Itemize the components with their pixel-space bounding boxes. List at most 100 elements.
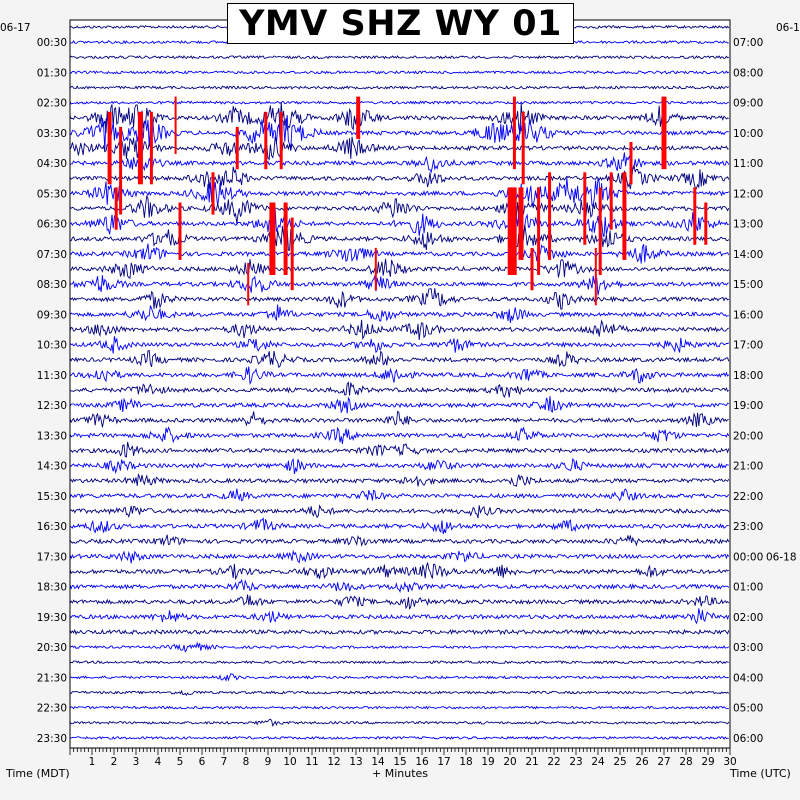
left-time-label: 18:30: [37, 582, 67, 594]
x-tick-label: 9: [265, 756, 272, 768]
left-time-label: 00:30: [37, 37, 67, 49]
trace-line: [69, 441, 730, 458]
left-time-label: 05:30: [37, 188, 67, 200]
right-time-label: 11:00: [733, 158, 763, 170]
right-time-labels: 07:00 08:00 09:00 10:00 11:00 12:00 13:00 14:00…: [733, 37, 797, 745]
trace-line: [69, 288, 730, 310]
left-time-label: 17:30: [37, 551, 67, 563]
trace-line: [69, 114, 729, 151]
trace-line: [69, 504, 730, 519]
x-axis-title: + Minutes: [372, 767, 429, 780]
right-time-label: 03:00: [733, 642, 763, 654]
trace-line: [70, 366, 730, 386]
trace-line: [69, 689, 730, 697]
left-time-label: 07:30: [37, 249, 67, 261]
x-tick-label: 15: [393, 756, 406, 768]
right-time-label: 22:00: [733, 491, 763, 503]
left-time-label: 08:30: [37, 279, 67, 291]
left-time-label: 06:30: [37, 219, 67, 231]
clip-marker: [264, 111, 268, 170]
trace-line: [69, 350, 730, 369]
clip-marker: [530, 247, 534, 291]
clip-marker: [178, 202, 182, 260]
clip-marker: [704, 202, 708, 245]
clip-marker: [114, 187, 118, 230]
left-time-label: 10:30: [37, 340, 67, 352]
left-time-label: 19:30: [37, 612, 67, 624]
left-time-label: 14:30: [37, 461, 67, 473]
right-time-label: 15:00: [733, 279, 763, 291]
trace-line: [69, 163, 730, 190]
x-tick-label: 16: [415, 756, 429, 768]
right-axis-title: Time (UTC): [730, 767, 791, 780]
x-tick-label: 28: [679, 756, 692, 768]
plot-area: [70, 20, 730, 748]
right-date-label-top: 06-1: [776, 22, 800, 34]
x-tick-label: 7: [221, 756, 228, 768]
right-time-label: 16:00: [733, 309, 763, 321]
x-tick-label: 29: [701, 756, 714, 768]
clip-marker: [279, 111, 283, 170]
left-time-label: 11:30: [37, 370, 67, 382]
right-time-label: 08:00: [733, 67, 763, 79]
left-time-label: 15:30: [37, 491, 67, 503]
x-tick-label: 22: [547, 756, 560, 768]
left-time-label: 04:30: [37, 158, 67, 170]
right-time-label: 21:00: [733, 461, 763, 473]
clip-marker: [149, 111, 153, 185]
trace-line: [69, 641, 730, 653]
trace-line: [70, 258, 730, 279]
clip-marker: [629, 142, 633, 185]
right-time-label: 10:00: [733, 128, 763, 140]
x-tick-label: 19: [481, 756, 494, 768]
right-time-label: 23:00: [733, 521, 763, 533]
x-tick-label: 14: [371, 756, 385, 768]
left-time-label: 13:30: [37, 430, 67, 442]
clip-marker: [269, 202, 276, 275]
trace-line: [69, 594, 730, 610]
clip-marker: [374, 247, 377, 291]
left-time-label: 23:30: [37, 733, 67, 745]
clip-marker: [290, 217, 294, 291]
right-time-label: 06:00: [733, 733, 763, 745]
trace-line: [69, 336, 730, 354]
trace-line: [69, 562, 730, 581]
right-date-change-label: 06-18: [766, 551, 797, 563]
left-time-label: 16:30: [37, 521, 67, 533]
clip-marker: [283, 202, 288, 275]
x-tick-label: 8: [243, 756, 250, 768]
x-tick-label: 12: [327, 756, 340, 768]
x-axis-ticks: 1 2 3 4 5 6 7 8 9 10 11 12 13 14 15 16 17 18 19 20 21 22 23 24 2…: [69, 748, 737, 768]
left-time-label: 02:30: [37, 98, 67, 110]
trace-line: [69, 85, 730, 90]
x-tick-label: 4: [155, 756, 162, 768]
right-time-label: 00:00: [733, 551, 763, 563]
left-time-label: 22:30: [37, 703, 67, 715]
right-time-label: 13:00: [733, 219, 763, 231]
clipped-events: [107, 96, 708, 306]
clip-marker: [356, 96, 361, 139]
right-time-label: 17:00: [733, 340, 763, 352]
trace-line: [69, 100, 729, 105]
trace-line: [69, 55, 730, 60]
clip-marker: [247, 263, 250, 306]
x-tick-label: 6: [199, 756, 206, 768]
x-tick-label: 25: [613, 756, 626, 768]
trace-line: [69, 628, 730, 636]
right-time-label: 09:00: [733, 98, 763, 110]
x-tick-label: 17: [437, 756, 450, 768]
clip-marker: [137, 111, 143, 185]
clip-marker: [622, 172, 627, 260]
trace-line: [69, 472, 730, 488]
right-time-label: 07:00: [733, 37, 763, 49]
trace-line: [69, 70, 730, 75]
left-time-label: 20:30: [37, 642, 67, 654]
trace-line: [69, 578, 730, 594]
trace-line: [69, 177, 730, 208]
left-time-label: 21:30: [37, 672, 67, 684]
x-tick-label: 2: [111, 756, 118, 768]
trace-line: [69, 275, 729, 296]
x-tick-label: 3: [133, 756, 140, 768]
right-time-label: 02:00: [733, 612, 763, 624]
right-time-label: 12:00: [733, 188, 763, 200]
